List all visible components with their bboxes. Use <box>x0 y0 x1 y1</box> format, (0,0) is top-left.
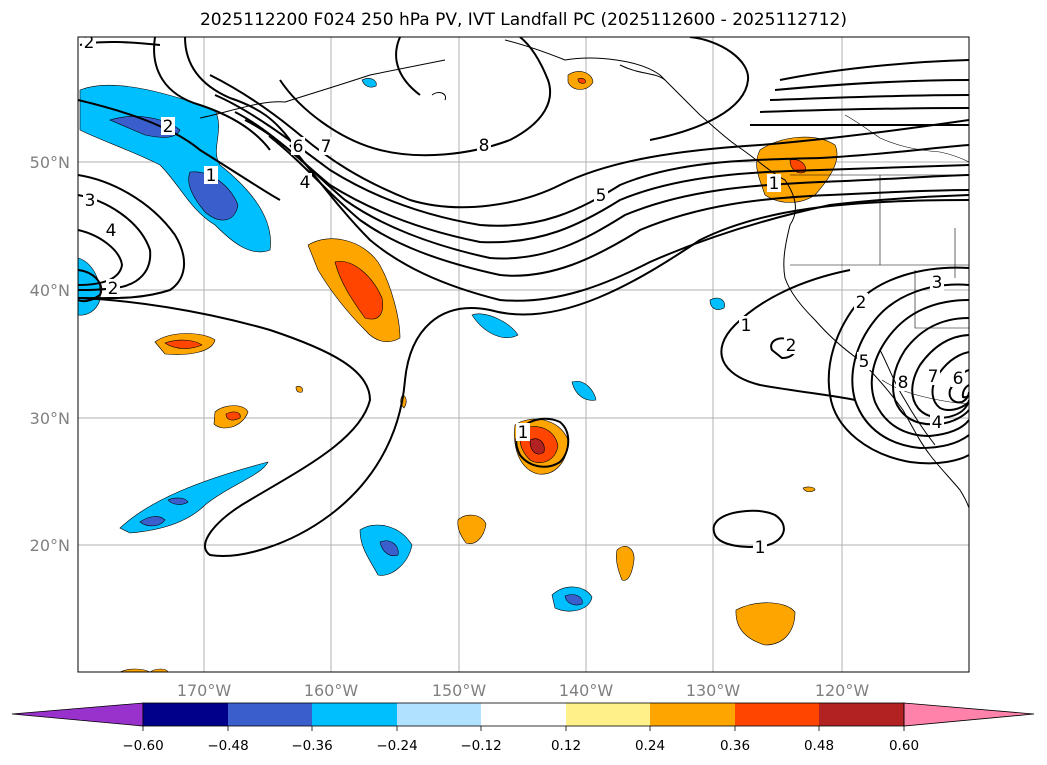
contour-label: 4 <box>298 173 312 193</box>
contour-label: 1 <box>516 423 530 443</box>
colorbar-tick-label: −0.24 <box>376 738 417 754</box>
lon-label: 140°W <box>559 681 614 700</box>
contour-label: 3 <box>83 191 97 211</box>
svg-text:4: 4 <box>300 173 311 193</box>
lat-label: 50°N <box>30 153 70 172</box>
contour-label: 1 <box>753 538 767 558</box>
contour-label: 8 <box>477 136 491 156</box>
ivt-contours <box>78 37 969 557</box>
colorbar-swatch <box>650 703 735 726</box>
contour-label: 5 <box>594 186 608 206</box>
colorbar-tick-label: 0.60 <box>889 738 919 754</box>
figure-title: 2025112200 F024 250 hPa PV, IVT Landfall… <box>199 10 847 30</box>
contour-label: 8 <box>896 373 910 393</box>
lon-label: 130°W <box>686 681 741 700</box>
plot-frame <box>77 36 970 673</box>
colorbar-swatch <box>566 703 650 726</box>
contour-label: 5 <box>857 352 871 372</box>
svg-text:2: 2 <box>856 293 867 313</box>
lon-label: 160°W <box>304 681 359 700</box>
svg-text:8: 8 <box>898 373 909 393</box>
latitude-labels: 50°N 40°N 30°N 20°N <box>30 153 70 555</box>
svg-text:5: 5 <box>859 352 870 372</box>
colorbar-swatch <box>312 703 397 726</box>
colorbar-frame <box>142 702 905 727</box>
colorbar-swatch <box>228 703 312 726</box>
contour-label: 2 <box>854 293 868 313</box>
contour-label: 2 <box>161 117 175 137</box>
contour-label: 4 <box>104 221 118 241</box>
contour-label: 1 <box>739 316 753 336</box>
svg-text:2: 2 <box>108 279 119 299</box>
longitude-labels: 170°W 160°W 150°W 140°W 130°W 120°W <box>177 681 870 700</box>
contour-label: 6 <box>291 137 305 157</box>
contour-label: 2 <box>106 279 120 299</box>
svg-text:3: 3 <box>85 191 96 211</box>
contour-label: 2 <box>784 336 798 356</box>
coastlines <box>199 39 969 509</box>
colorbar-extend-low <box>11 702 144 727</box>
colorbar-swatch <box>819 703 904 726</box>
colorbar-tick-label: −0.48 <box>207 738 248 754</box>
contour-label: 4 <box>930 413 944 433</box>
lon-label: 170°W <box>177 681 232 700</box>
contour-label: 7 <box>319 137 333 157</box>
svg-text:1: 1 <box>206 166 217 186</box>
colorbar-tick-label: 0.48 <box>804 738 834 754</box>
colorbar-tick-label: 0.36 <box>720 738 750 754</box>
lat-label: 40°N <box>30 281 70 300</box>
lon-label: 150°W <box>432 681 487 700</box>
colorbar-tick-label: −0.36 <box>291 738 332 754</box>
colorbar-tick-label: −0.60 <box>122 738 163 754</box>
contour-label: 1 <box>767 174 781 194</box>
colorbar-swatch <box>481 703 566 726</box>
svg-text:7: 7 <box>321 137 332 157</box>
svg-text:2: 2 <box>84 33 95 53</box>
colorbar-tick-label: 0.12 <box>551 738 581 754</box>
contour-labels: 2 2 3 4 2 1 6 7 4 8 5 1 1 2 1 5 2 3 6 7 … <box>82 33 965 558</box>
colorbar-swatch <box>397 703 481 726</box>
svg-text:2: 2 <box>163 117 174 137</box>
svg-text:1: 1 <box>769 174 780 194</box>
svg-text:6: 6 <box>293 137 304 157</box>
svg-text:4: 4 <box>932 413 943 433</box>
contour-label: 6 <box>951 369 965 389</box>
contour-label: 2 <box>82 33 96 53</box>
colorbar-tick-label: 0.24 <box>635 738 665 754</box>
svg-text:1: 1 <box>518 423 529 443</box>
colorbar-tickmarks <box>142 726 905 731</box>
svg-text:4: 4 <box>106 221 117 241</box>
lon-label: 120°W <box>815 681 870 700</box>
contour-label: 7 <box>926 367 940 387</box>
colorbar-swatch <box>143 703 228 726</box>
lat-label: 20°N <box>30 536 70 555</box>
colorbar-tick-label: −0.12 <box>460 738 501 754</box>
lat-label: 30°N <box>30 409 70 428</box>
svg-text:2: 2 <box>786 336 797 356</box>
svg-text:7: 7 <box>928 367 939 387</box>
svg-text:1: 1 <box>741 316 752 336</box>
svg-text:5: 5 <box>596 186 607 206</box>
political-borders <box>790 114 969 405</box>
svg-text:1: 1 <box>755 538 766 558</box>
svg-text:8: 8 <box>479 136 490 156</box>
colorbar-extend-high <box>903 702 1035 727</box>
contour-label: 3 <box>930 273 944 293</box>
svg-text:6: 6 <box>953 369 964 389</box>
colorbar-swatch <box>735 703 819 726</box>
colorbar: −0.60 −0.48 −0.36 −0.24 −0.12 0.12 0.24 … <box>11 702 1035 754</box>
contour-label: 1 <box>204 166 218 186</box>
svg-text:3: 3 <box>932 273 943 293</box>
